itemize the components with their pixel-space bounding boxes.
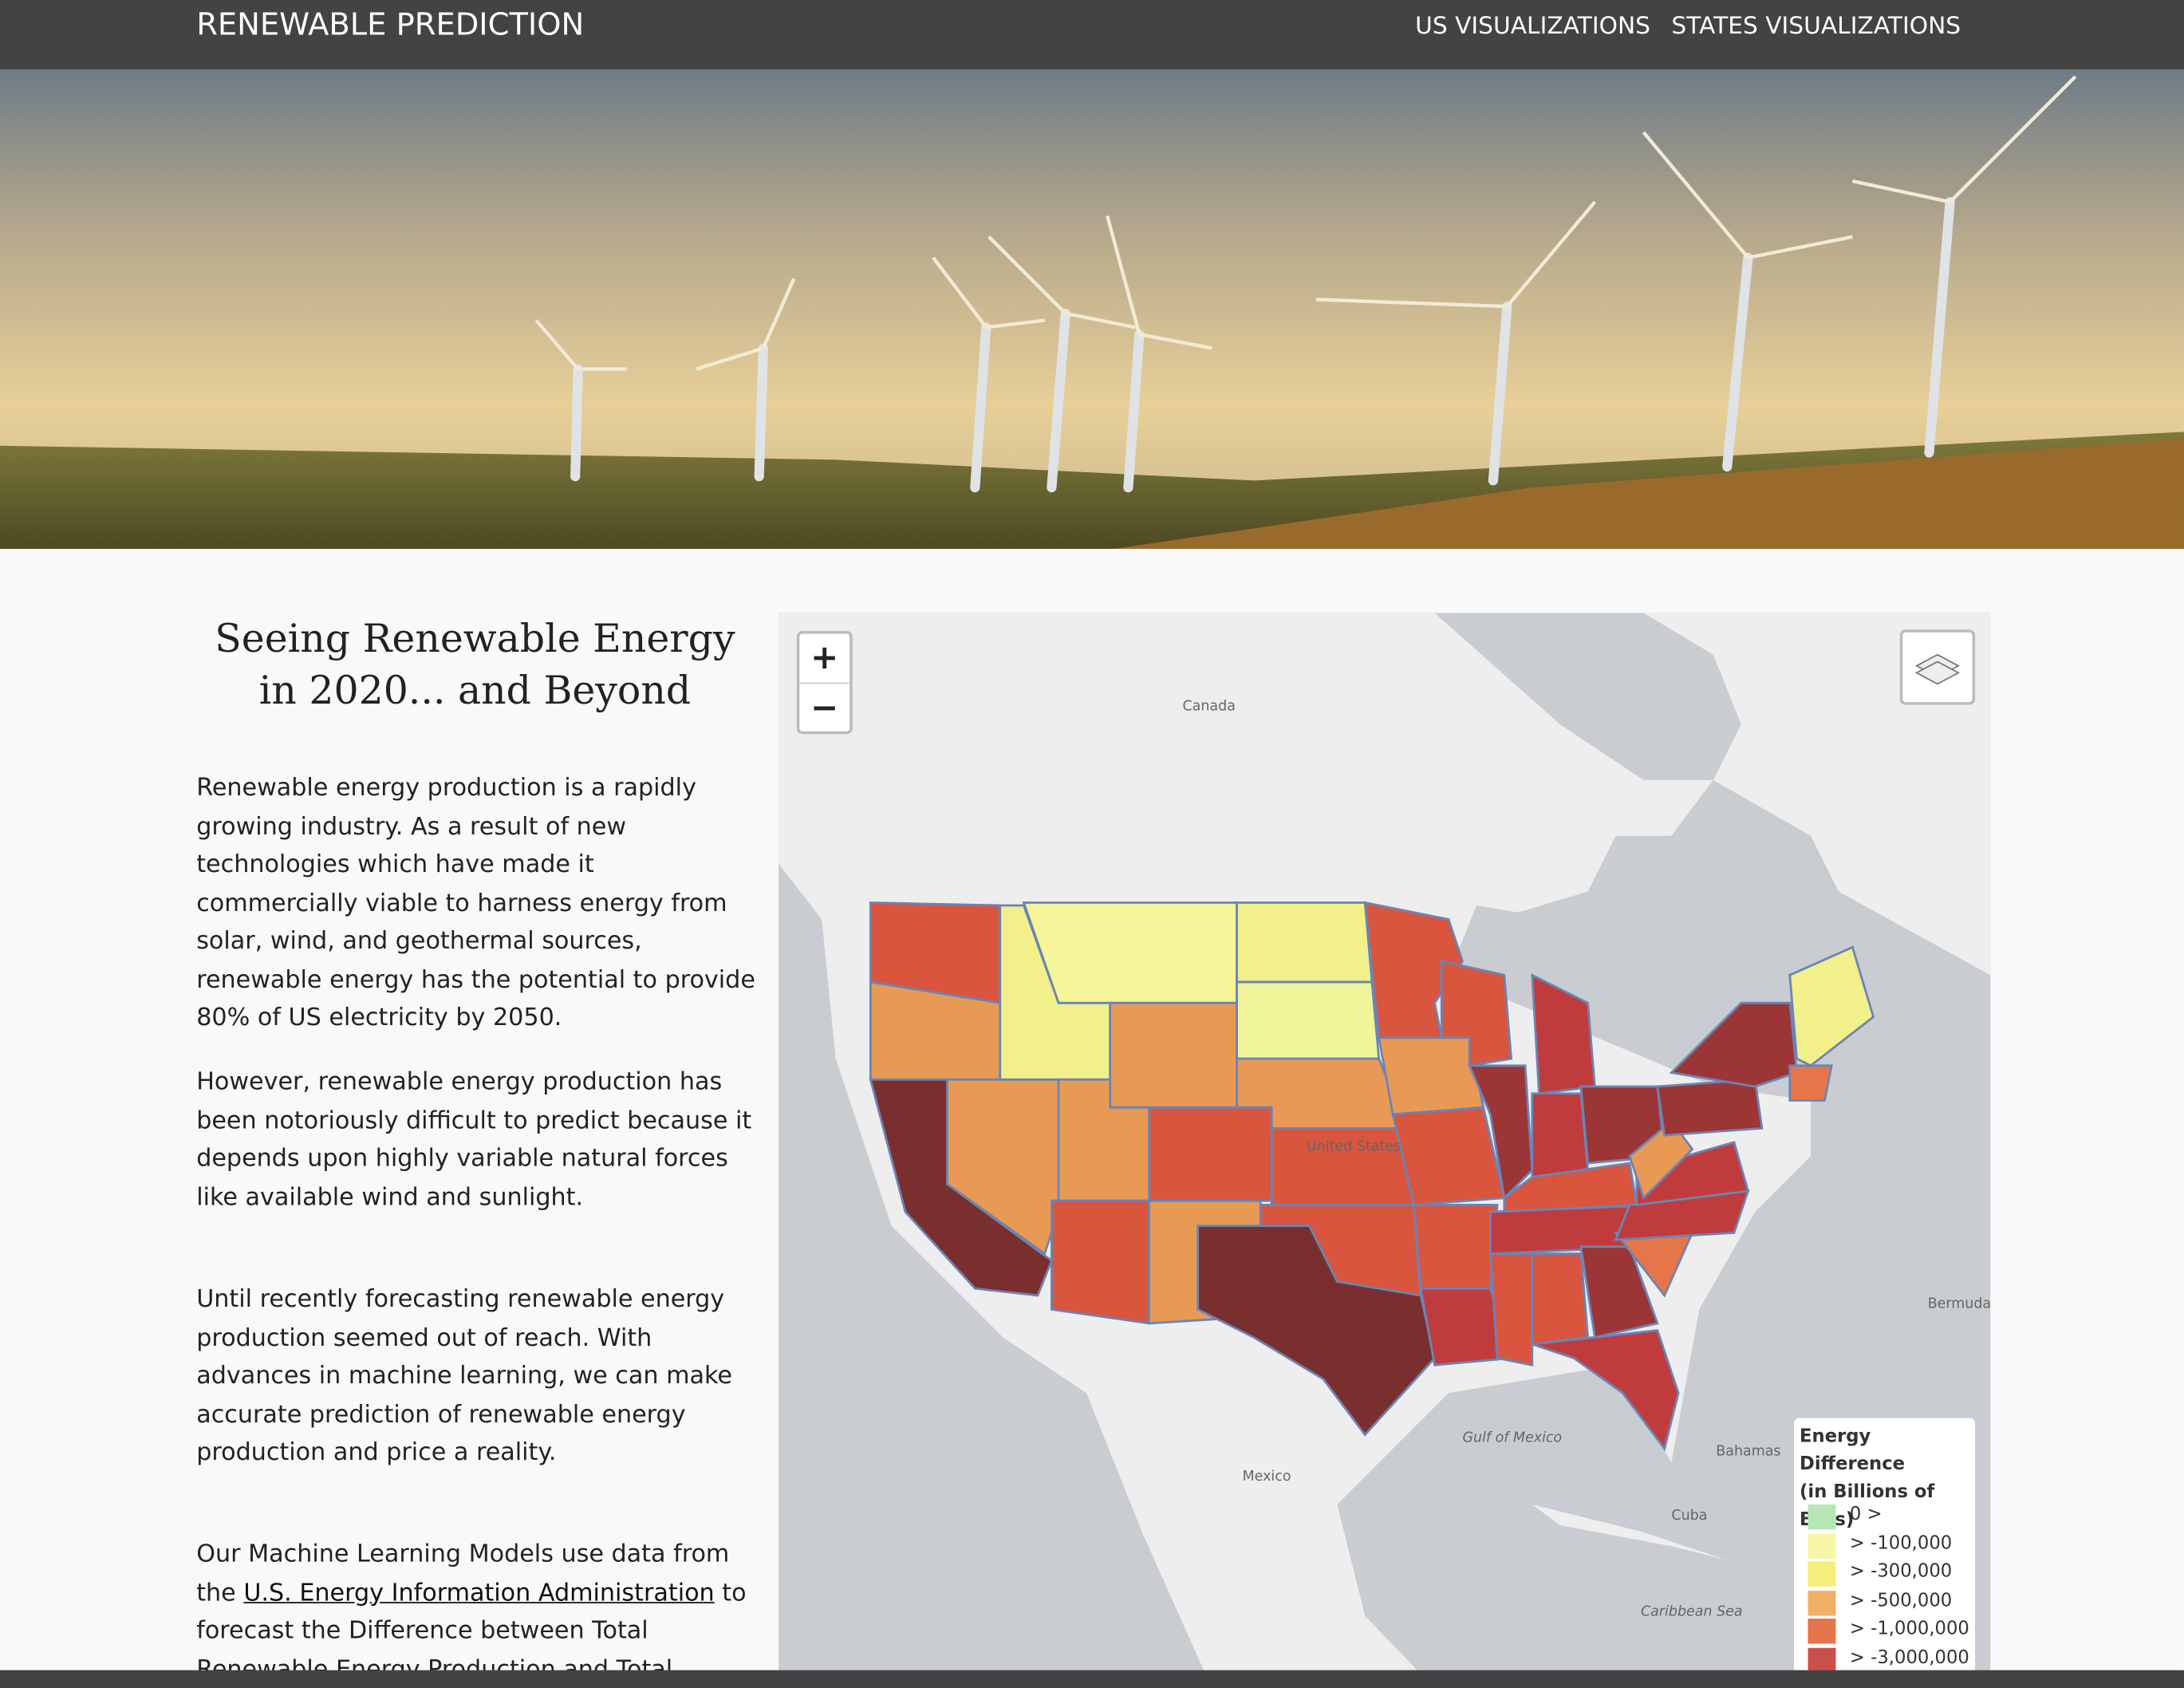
- legend-swatch: [1808, 1504, 1836, 1530]
- legend-swatch: [1808, 1590, 1836, 1615]
- map-label: Caribbean Sea: [1641, 1604, 1743, 1620]
- paragraph: However, renewable energy production has…: [196, 1068, 752, 1212]
- brand[interactable]: RENEWABLE PREDICTION: [196, 8, 585, 44]
- paragraph: Until recently forecasting renewable ene…: [196, 1285, 732, 1467]
- map-label: Bahamas: [1716, 1444, 1780, 1460]
- legend-label: > -500,000: [1849, 1590, 1953, 1611]
- hero-image: [0, 69, 2184, 549]
- legend-title: Energy Difference: [1800, 1426, 1906, 1476]
- paragraph: Renewable energy production is a rapidly…: [196, 774, 755, 1032]
- legend-label: > -100,000: [1849, 1532, 1953, 1554]
- nav-link[interactable]: US VISUALIZATIONS: [1415, 12, 1650, 41]
- legend-swatch: [1808, 1647, 1836, 1673]
- paragraph: Our Machine Learning Models use data fro…: [196, 1536, 756, 1688]
- map-label: Canada: [1182, 699, 1235, 715]
- navbar: RENEWABLE PREDICTION US VISUALIZATIONS S…: [0, 0, 2184, 70]
- legend-label: > -3,000,000: [1849, 1647, 1969, 1669]
- text: Our Machine Learning Models use data fro…: [196, 1540, 730, 1607]
- layers-button[interactable]: [1899, 629, 1976, 705]
- map-label: Gulf of Mexico: [1462, 1430, 1562, 1445]
- map[interactable]: Canada United States Mexico Gulf of Mexi…: [779, 613, 1991, 1688]
- legend-label: > -300,000: [1849, 1561, 1953, 1583]
- zoom-control: + −: [796, 631, 853, 735]
- heading: Seeing Renewable Energy in 2020... and B…: [215, 615, 735, 714]
- map-label: United States: [1307, 1138, 1401, 1154]
- map-label: Mexico: [1243, 1469, 1291, 1485]
- legend: Energy Difference (in Billions of Btus) …: [1794, 1418, 1976, 1688]
- nav-link[interactable]: STATES VISUALIZATIONS: [1671, 12, 1961, 41]
- map-label: Cuba: [1671, 1508, 1707, 1524]
- map-canvas: Canada United States Mexico Gulf of Mexi…: [779, 613, 1990, 1688]
- map-label: Bermuda: [1928, 1296, 1991, 1312]
- zoom-in[interactable]: +: [799, 634, 850, 684]
- legend-label: > -1,000,000: [1849, 1619, 1969, 1640]
- legend-swatch: [1808, 1619, 1836, 1644]
- legend-label: 0 >: [1849, 1504, 1882, 1526]
- legend-swatch: [1808, 1532, 1836, 1559]
- source-link[interactable]: U.S. Energy Information Administration: [243, 1579, 715, 1607]
- layers-icon: [1914, 653, 1960, 685]
- zoom-out[interactable]: −: [810, 688, 839, 728]
- legend-swatch: [1808, 1561, 1836, 1587]
- footer: [0, 1670, 2184, 1688]
